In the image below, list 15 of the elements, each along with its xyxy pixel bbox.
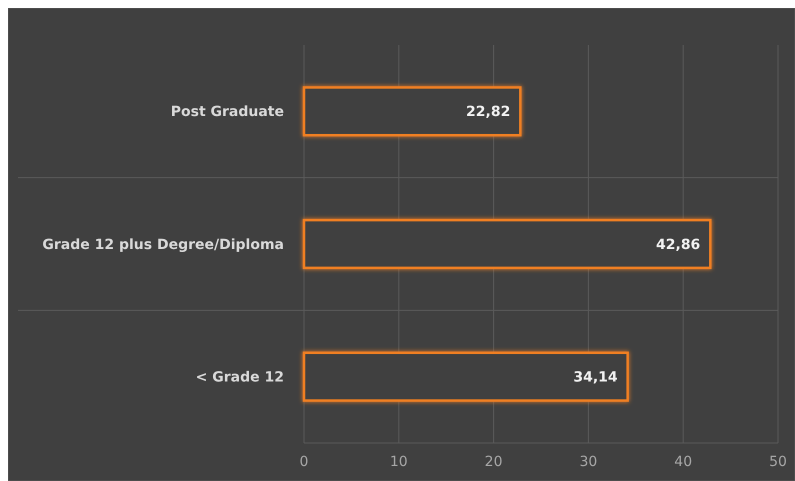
data-label: 42,86 (656, 236, 700, 253)
bar (302, 86, 522, 136)
x-tick-label: 30 (579, 454, 598, 470)
data-label: 34,14 (573, 370, 618, 386)
bar (302, 352, 629, 402)
y-tick-label: < Grade 12 (196, 370, 284, 386)
data-label: 22,82 (466, 104, 510, 120)
x-tick-label: 40 (674, 454, 692, 470)
x-tick-label: 20 (484, 454, 503, 470)
bar (302, 218, 712, 270)
x-tick-label: 0 (300, 454, 308, 470)
y-tick-label: Grade 12 plus Degree/Diploma (42, 236, 284, 253)
x-tick-label: 10 (390, 454, 408, 470)
x-tick-label: 50 (769, 454, 787, 470)
y-tick-label: Post Graduate (170, 104, 284, 120)
